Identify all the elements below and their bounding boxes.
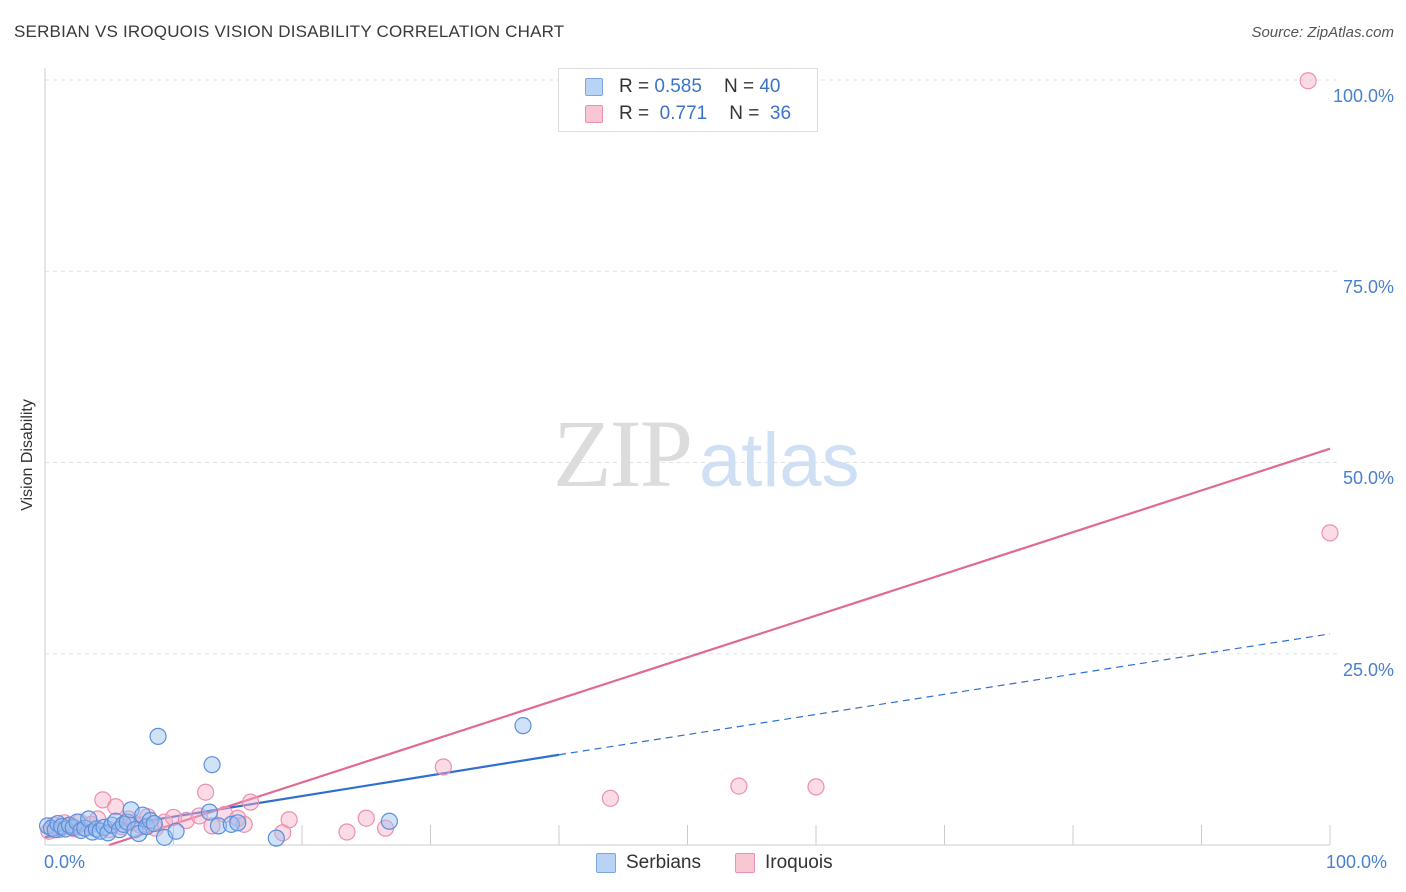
y-tick-label-25: 25.0% — [1342, 660, 1394, 680]
iroquois-point-38 — [1299, 72, 1317, 90]
serbians-point-32 — [200, 803, 219, 821]
iroquois-point-24 — [203, 817, 221, 835]
x-axis-ticks — [173, 825, 1331, 845]
iroquois-trendline — [108, 447, 1331, 847]
iroquois-points — [40, 72, 1339, 842]
iroquois-point-34 — [434, 758, 452, 776]
serbians-n-value: 40 — [759, 76, 781, 97]
axes — [44, 68, 1330, 846]
gridlines — [45, 79, 1338, 655]
legend-row-iroquois: R = 0.771 N = 36 — [585, 101, 791, 127]
serbians-point-36 — [229, 814, 247, 832]
chart-title: SERBIAN VS IROQUOIS VISION DISABILITY CO… — [14, 22, 565, 41]
serbians-r-label: R = — [619, 76, 650, 97]
legend-item-serbians[interactable]: Serbians — [596, 852, 701, 874]
correlation-legend: R = 0.585 N = 40 R = 0.771 N = 36 — [558, 68, 818, 132]
iroquois-r-label: R = — [619, 103, 650, 124]
iroquois-swatch — [585, 105, 603, 123]
iroquois-point-32 — [357, 809, 375, 827]
iroquois-n-label: N = — [729, 103, 760, 124]
serbians-legend-swatch — [596, 853, 616, 873]
legend-row-serbians: R = 0.585 N = 40 — [585, 74, 780, 100]
x-tick-label-100: 100.0% — [1326, 852, 1388, 872]
serbians-point-28 — [145, 814, 163, 833]
serbians-point-37 — [267, 829, 285, 847]
serbians-point-33 — [203, 756, 221, 774]
iroquois-point-30 — [280, 811, 298, 829]
iroquois-point-12 — [107, 798, 125, 816]
trendlines — [44, 447, 1331, 847]
serbians-point-31 — [167, 822, 185, 840]
y-axis-label: Vision Disability — [19, 399, 36, 511]
y-tick-label-50: 50.0% — [1342, 468, 1394, 488]
iroquois-point-28 — [242, 793, 260, 811]
legend-item-iroquois[interactable]: Iroquois — [735, 852, 833, 874]
iroquois-point-35 — [601, 789, 620, 807]
iroquois-point-23 — [197, 783, 215, 801]
serbians-point-29 — [149, 727, 167, 745]
serbians-point-39 — [514, 717, 532, 735]
y-tick-label-75: 75.0% — [1342, 277, 1394, 297]
x-tick-label-0: 0.0% — [44, 852, 86, 872]
serbians-legend-label: Serbians — [626, 852, 701, 873]
serbians-point-38 — [380, 812, 398, 830]
serbians-n-label: N = — [723, 76, 755, 97]
iroquois-point-22 — [190, 807, 208, 825]
serbians-point-34 — [209, 817, 228, 835]
iroquois-point-21 — [177, 811, 195, 830]
iroquois-point-20 — [164, 808, 183, 827]
serbians-point-35 — [222, 815, 240, 833]
iroquois-point-26 — [229, 809, 247, 827]
iroquois-r-value: 0.771 — [659, 103, 708, 124]
series-legend: Serbians Iroquois — [596, 852, 867, 874]
iroquois-legend-swatch — [735, 853, 755, 873]
y-tick-label-100: 100.0% — [1332, 86, 1394, 106]
iroquois-point-36 — [730, 777, 748, 795]
iroquois-point-37 — [807, 778, 825, 796]
iroquois-n-value: 36 — [769, 103, 792, 124]
iroquois-point-31 — [338, 823, 356, 841]
iroquois-point-39 — [1321, 524, 1339, 542]
serbians-points — [38, 717, 532, 847]
serbians-r-value: 0.585 — [654, 76, 702, 97]
iroquois-legend-label: Iroquois — [765, 852, 833, 873]
serbians-trendline-extension — [558, 633, 1331, 756]
source-credit: Source: ZipAtlas.com — [1251, 24, 1394, 41]
serbians-swatch — [585, 78, 603, 96]
iroquois-point-27 — [235, 815, 253, 833]
